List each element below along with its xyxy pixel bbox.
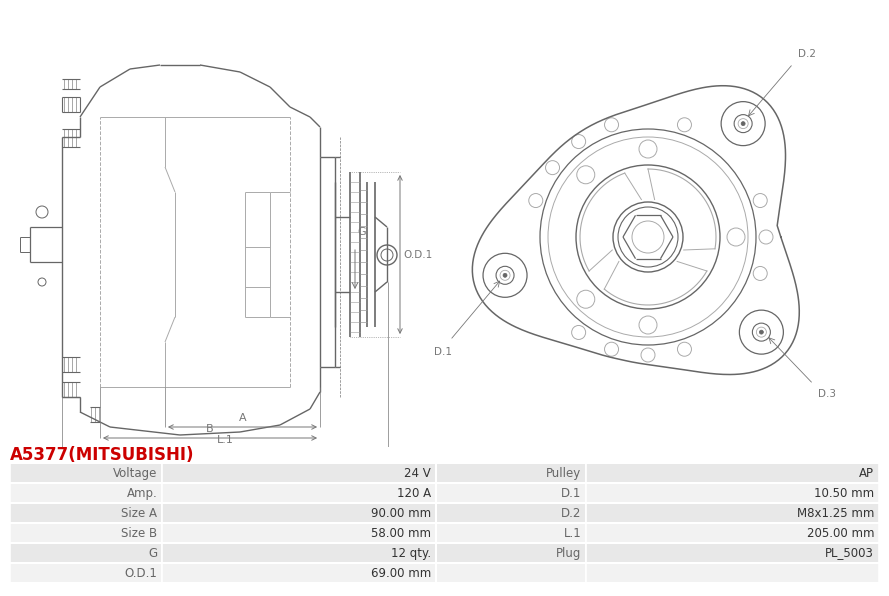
Text: 205.00 mm: 205.00 mm <box>806 526 874 539</box>
Bar <box>10 483 162 503</box>
Bar <box>436 563 587 583</box>
Bar <box>436 463 587 483</box>
Bar <box>10 543 162 563</box>
Bar <box>162 543 436 563</box>
Bar <box>587 543 879 563</box>
Bar <box>162 523 436 543</box>
Text: D.1: D.1 <box>434 347 452 358</box>
Text: G: G <box>357 227 365 237</box>
Text: Amp.: Amp. <box>126 486 157 499</box>
Text: Pulley: Pulley <box>546 467 581 480</box>
Bar <box>436 523 587 543</box>
Text: 120 A: 120 A <box>396 486 431 499</box>
Text: G: G <box>148 547 157 560</box>
Bar <box>162 503 436 523</box>
Bar <box>10 523 162 543</box>
Bar <box>587 503 879 523</box>
Bar <box>10 563 162 583</box>
Text: 90.00 mm: 90.00 mm <box>371 507 431 520</box>
Text: 69.00 mm: 69.00 mm <box>371 567 431 579</box>
Bar <box>162 483 436 503</box>
Circle shape <box>503 274 507 277</box>
Bar <box>587 523 879 543</box>
Bar <box>10 503 162 523</box>
Text: O.D.1: O.D.1 <box>124 567 157 579</box>
Bar <box>587 463 879 483</box>
Text: 58.00 mm: 58.00 mm <box>371 526 431 539</box>
Text: D.2: D.2 <box>798 49 816 58</box>
Text: Voltage: Voltage <box>113 467 157 480</box>
Text: Size A: Size A <box>121 507 157 520</box>
Text: M8x1.25 mm: M8x1.25 mm <box>797 507 874 520</box>
Text: D.2: D.2 <box>561 507 581 520</box>
Text: Size B: Size B <box>121 526 157 539</box>
Text: B: B <box>206 424 214 434</box>
Text: O.D.1: O.D.1 <box>403 250 432 260</box>
Bar <box>436 543 587 563</box>
Circle shape <box>741 122 745 126</box>
Bar <box>436 483 587 503</box>
Text: L.1: L.1 <box>217 435 234 445</box>
Bar <box>587 563 879 583</box>
Bar <box>587 483 879 503</box>
Text: D.3: D.3 <box>819 389 837 399</box>
Bar <box>162 463 436 483</box>
Text: 12 qty.: 12 qty. <box>391 547 431 560</box>
Text: L.1: L.1 <box>564 526 581 539</box>
Circle shape <box>759 330 764 334</box>
Text: AP: AP <box>859 467 874 480</box>
Text: Plug: Plug <box>556 547 581 560</box>
Bar <box>162 563 436 583</box>
Bar <box>436 503 587 523</box>
Text: 10.50 mm: 10.50 mm <box>814 486 874 499</box>
Text: D.1: D.1 <box>561 486 581 499</box>
Text: 24 V: 24 V <box>404 467 431 480</box>
Text: A: A <box>238 413 246 423</box>
Bar <box>10 463 162 483</box>
Text: PL_5003: PL_5003 <box>825 547 874 560</box>
Text: A5377(MITSUBISHI): A5377(MITSUBISHI) <box>10 446 195 464</box>
